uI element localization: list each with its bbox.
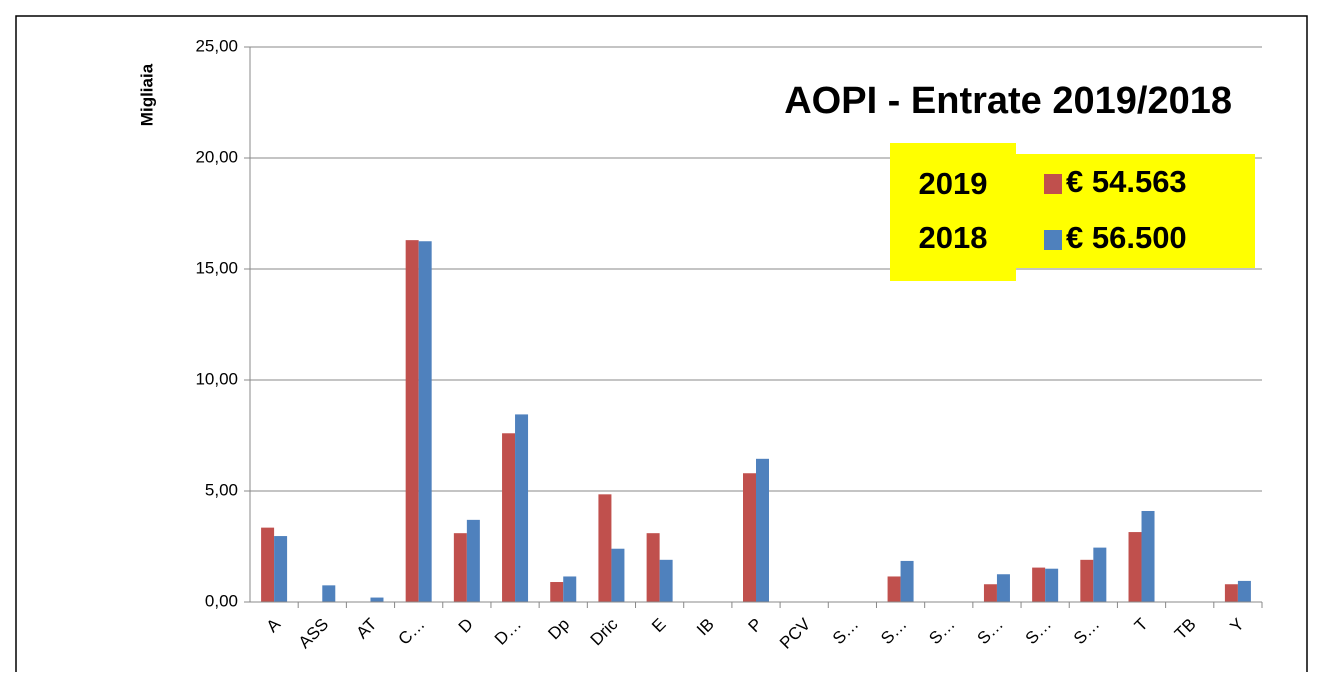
bar <box>659 559 673 602</box>
bar <box>405 240 419 602</box>
bar <box>1080 559 1094 602</box>
y-tick-label: 25,00 <box>195 36 238 55</box>
bar <box>900 560 914 602</box>
bar <box>261 527 275 602</box>
y-tick-label: 15,00 <box>195 258 238 277</box>
bar <box>418 241 432 602</box>
bar <box>1128 532 1142 602</box>
chart-title: AOPI - Entrate 2019/2018 <box>784 80 1232 122</box>
bar <box>1237 580 1251 602</box>
bar <box>1224 584 1238 602</box>
y-axis-label: Migliaia <box>137 63 156 126</box>
y-tick-label: 5,00 <box>205 480 238 499</box>
bar <box>563 576 577 602</box>
bar <box>322 585 336 602</box>
bar <box>983 584 997 602</box>
bar <box>502 433 516 602</box>
legend-year-box <box>890 143 1016 281</box>
bar <box>646 533 660 602</box>
bar <box>1093 547 1107 602</box>
bar <box>996 574 1010 602</box>
legend-swatch <box>1044 230 1062 250</box>
y-tick-label: 20,00 <box>195 147 238 166</box>
bar <box>1141 510 1155 602</box>
legend-year: 2019 <box>919 166 988 201</box>
legend-label: € 54.563 <box>1066 164 1187 199</box>
bar <box>1032 567 1046 602</box>
bar <box>453 533 467 602</box>
legend-label: € 56.500 <box>1066 220 1187 255</box>
y-tick-label: 10,00 <box>195 369 238 388</box>
legend-swatch <box>1044 174 1062 194</box>
bar <box>611 548 625 602</box>
bar <box>370 597 384 602</box>
bar <box>274 536 288 602</box>
bar <box>887 576 901 602</box>
y-tick-label: 0,00 <box>205 591 238 610</box>
bar <box>756 458 769 602</box>
bar <box>550 582 564 602</box>
legend-year: 2018 <box>919 220 988 255</box>
bar <box>743 473 756 602</box>
bar <box>466 519 480 602</box>
bar <box>515 414 529 602</box>
bar <box>1045 568 1059 602</box>
bar <box>598 494 612 602</box>
